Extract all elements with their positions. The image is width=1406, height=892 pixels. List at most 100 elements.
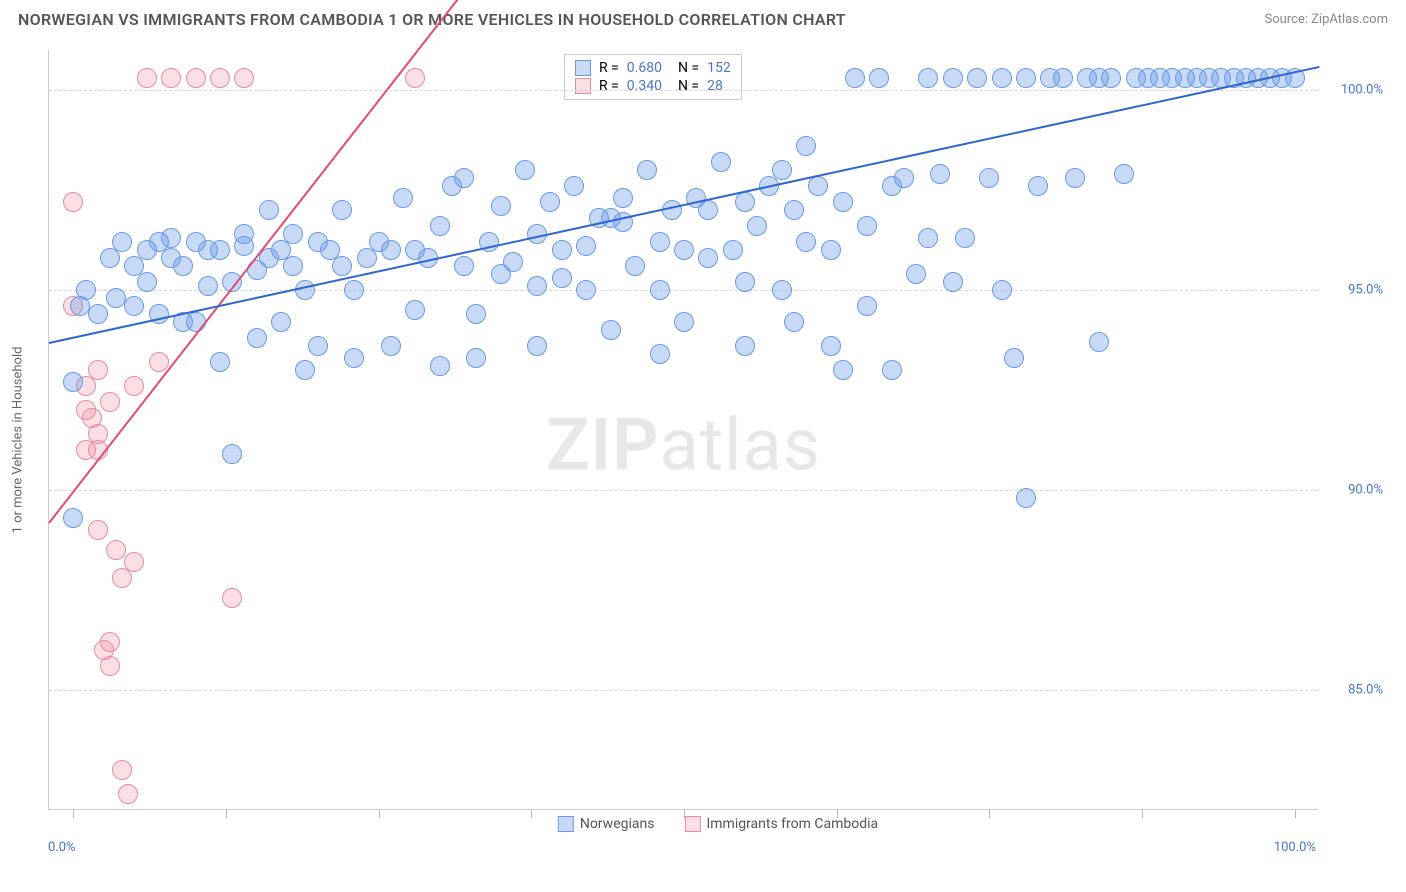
data-point (161, 228, 181, 248)
data-point (112, 232, 132, 252)
data-point (772, 160, 792, 180)
data-point (527, 276, 547, 296)
data-point (552, 240, 572, 260)
data-point (124, 296, 144, 316)
data-point (503, 252, 523, 272)
data-point (845, 68, 865, 88)
data-point (601, 320, 621, 340)
data-point (772, 280, 792, 300)
trend-line (49, 66, 1319, 344)
data-point (100, 392, 120, 412)
data-point (63, 192, 83, 212)
data-point (88, 520, 108, 540)
x-tick-max: 100.0% (1274, 840, 1316, 855)
data-point (650, 280, 670, 300)
data-point (821, 336, 841, 356)
swatch-series2-bottom (684, 816, 700, 832)
data-point (1089, 332, 1109, 352)
data-point (222, 444, 242, 464)
data-point (222, 588, 242, 608)
data-point (857, 296, 877, 316)
data-point (491, 196, 511, 216)
n-value-series1: 152 (707, 60, 731, 76)
data-point (381, 336, 401, 356)
data-point (515, 160, 535, 180)
data-point (63, 508, 83, 528)
data-point (784, 312, 804, 332)
data-point (234, 236, 254, 256)
data-point (344, 348, 364, 368)
y-tick-label: 90.0% (1348, 483, 1383, 498)
data-point (76, 440, 96, 460)
data-point (552, 268, 572, 288)
swatch-series1 (575, 60, 591, 76)
data-point (247, 328, 267, 348)
legend-label-series1: Norwegians (580, 816, 655, 832)
data-point (430, 216, 450, 236)
data-point (466, 304, 486, 324)
data-point (674, 312, 694, 332)
data-point (124, 376, 144, 396)
data-point (173, 256, 193, 276)
legend-series: Norwegians Immigrants from Cambodia (558, 816, 878, 832)
data-point (112, 760, 132, 780)
data-point (283, 256, 303, 276)
y-tick-label: 85.0% (1348, 683, 1383, 698)
source-attribution: Source: ZipAtlas.com (1264, 12, 1388, 27)
data-point (63, 372, 83, 392)
data-point (808, 176, 828, 196)
data-point (1053, 68, 1073, 88)
data-point (527, 336, 547, 356)
data-point (906, 264, 926, 284)
data-point (137, 272, 157, 292)
n-value-series2: 28 (707, 78, 723, 94)
data-point (723, 240, 743, 260)
data-point (650, 232, 670, 252)
data-point (796, 136, 816, 156)
data-point (332, 256, 352, 276)
data-point (918, 228, 938, 248)
data-point (735, 272, 755, 292)
data-point (894, 168, 914, 188)
data-point (210, 352, 230, 372)
data-point (332, 200, 352, 220)
data-point (161, 68, 181, 88)
r-value-series1: 0.680 (627, 60, 662, 76)
chart-container: ZIPatlas R = 0.680 N = 152 R = 0.340 N =… (48, 50, 1388, 830)
data-point (735, 336, 755, 356)
y-axis-label: 1 or more Vehicles in Household (11, 347, 26, 534)
data-point (955, 228, 975, 248)
data-point (106, 288, 126, 308)
data-point (821, 240, 841, 260)
data-point (295, 280, 315, 300)
data-point (576, 236, 596, 256)
legend-label-series2: Immigrants from Cambodia (706, 816, 878, 832)
data-point (186, 68, 206, 88)
data-point (735, 192, 755, 212)
data-point (186, 312, 206, 332)
data-point (295, 360, 315, 380)
data-point (198, 276, 218, 296)
data-point (882, 360, 902, 380)
data-point (1016, 488, 1036, 508)
data-point (88, 360, 108, 380)
watermark: ZIPatlas (546, 402, 821, 487)
data-point (271, 312, 291, 332)
data-point (118, 784, 138, 804)
data-point (930, 164, 950, 184)
data-point (564, 176, 584, 196)
data-point (210, 240, 230, 260)
data-point (833, 192, 853, 212)
data-point (943, 68, 963, 88)
data-point (283, 224, 303, 244)
data-point (100, 656, 120, 676)
data-point (88, 304, 108, 324)
data-point (76, 280, 96, 300)
data-point (308, 336, 328, 356)
data-point (124, 552, 144, 572)
data-point (405, 68, 425, 88)
data-point (430, 356, 450, 376)
data-point (1101, 68, 1121, 88)
data-point (747, 216, 767, 236)
data-point (967, 68, 987, 88)
